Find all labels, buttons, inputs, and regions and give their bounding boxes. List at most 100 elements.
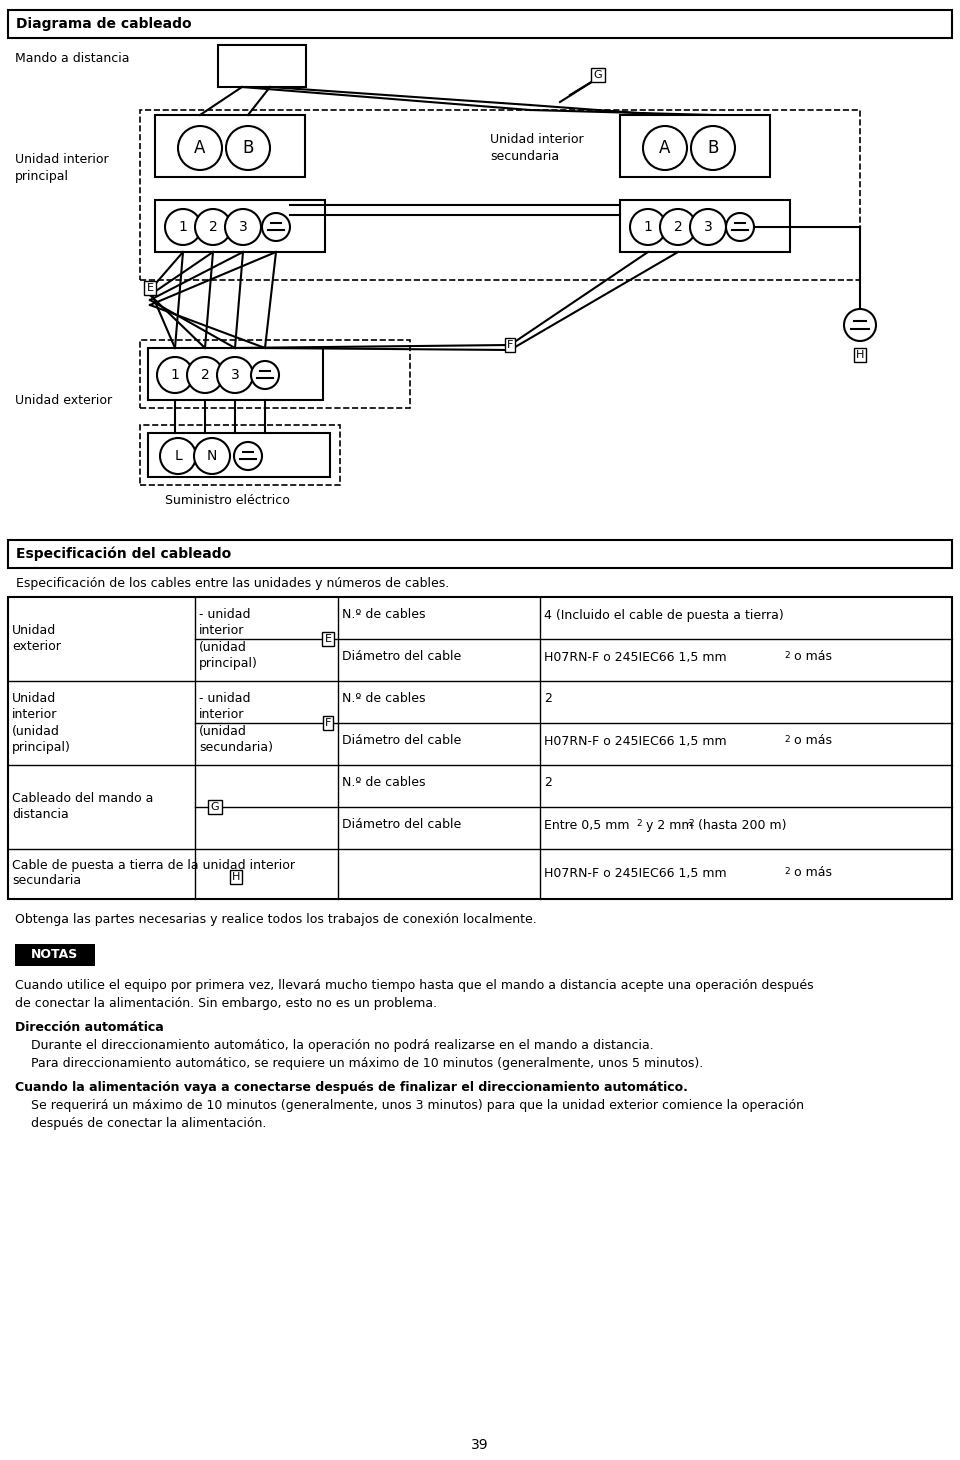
Circle shape — [660, 209, 696, 245]
Bar — [15, 945, 95, 967]
Bar — [148, 434, 330, 477]
Text: E: E — [324, 634, 331, 644]
Text: N.º de cables: N.º de cables — [342, 609, 425, 622]
Circle shape — [262, 213, 290, 241]
Circle shape — [178, 126, 222, 169]
Text: Cable de puesta a tierra de la unidad interior
secundaria: Cable de puesta a tierra de la unidad in… — [12, 858, 295, 888]
Text: L: L — [174, 450, 181, 463]
Text: - unidad
interior
(unidad
secundaria): - unidad interior (unidad secundaria) — [199, 692, 273, 753]
Bar — [620, 115, 770, 177]
Circle shape — [187, 358, 223, 393]
Circle shape — [251, 361, 279, 388]
Text: 2: 2 — [208, 220, 217, 234]
Text: 2: 2 — [784, 651, 790, 660]
Text: 2: 2 — [784, 734, 790, 743]
Circle shape — [194, 438, 230, 475]
Text: 3: 3 — [230, 368, 239, 383]
Circle shape — [630, 209, 666, 245]
Bar — [148, 347, 323, 400]
Text: (hasta 200 m): (hasta 200 m) — [694, 819, 786, 832]
Text: Diámetro del cable: Diámetro del cable — [342, 819, 461, 832]
Bar — [155, 115, 305, 177]
Text: Se requerirá un máximo de 10 minutos (generalmente, unos 3 minutos) para que la : Se requerirá un máximo de 10 minutos (ge… — [15, 1099, 804, 1130]
Text: Entre 0,5 mm: Entre 0,5 mm — [544, 819, 630, 832]
Text: o más: o más — [790, 734, 832, 748]
Bar — [140, 425, 340, 485]
Text: 2: 2 — [784, 866, 790, 876]
Text: H07RN-F o 245IEC66 1,5 mm: H07RN-F o 245IEC66 1,5 mm — [544, 651, 727, 663]
Bar — [8, 540, 952, 568]
Circle shape — [226, 126, 270, 169]
Text: 39: 39 — [471, 1438, 489, 1453]
Text: A: A — [194, 139, 205, 158]
Text: E: E — [147, 283, 154, 293]
Circle shape — [690, 209, 726, 245]
Text: N.º de cables: N.º de cables — [342, 777, 425, 790]
Text: Suministro eléctrico: Suministro eléctrico — [165, 493, 290, 507]
Text: 2: 2 — [674, 220, 683, 234]
Text: Cuando la alimentación vaya a conectarse después de finalizar el direccionamient: Cuando la alimentación vaya a conectarse… — [15, 1080, 688, 1094]
Bar — [155, 200, 325, 253]
Text: B: B — [708, 139, 719, 158]
Text: F: F — [324, 718, 331, 729]
Text: - unidad
interior
(unidad
principal): - unidad interior (unidad principal) — [199, 609, 258, 670]
Text: 2: 2 — [544, 777, 552, 790]
Circle shape — [225, 209, 261, 245]
Text: Durante el direccionamiento automático, la operación no podrá realizarse en el m: Durante el direccionamiento automático, … — [15, 1040, 704, 1070]
Text: Diámetro del cable: Diámetro del cable — [342, 651, 461, 663]
Text: G: G — [210, 802, 219, 812]
Text: Unidad interior
secundaria: Unidad interior secundaria — [490, 133, 584, 164]
Text: H: H — [855, 350, 864, 361]
Text: o más: o más — [790, 866, 832, 879]
Circle shape — [195, 209, 231, 245]
Bar — [8, 10, 952, 38]
Text: B: B — [242, 139, 253, 158]
Text: 2: 2 — [201, 368, 209, 383]
Bar — [140, 340, 410, 407]
Circle shape — [643, 126, 687, 169]
Text: 1: 1 — [643, 220, 653, 234]
Text: Unidad
interior
(unidad
principal): Unidad interior (unidad principal) — [12, 692, 71, 753]
Circle shape — [234, 442, 262, 470]
Bar — [8, 597, 952, 899]
Bar — [620, 200, 790, 253]
Text: 3: 3 — [239, 220, 248, 234]
Circle shape — [691, 126, 735, 169]
Bar — [218, 45, 306, 88]
Text: H07RN-F o 245IEC66 1,5 mm: H07RN-F o 245IEC66 1,5 mm — [544, 866, 727, 879]
Text: A: A — [660, 139, 671, 158]
Circle shape — [157, 358, 193, 393]
Text: Unidad exterior: Unidad exterior — [15, 394, 112, 406]
Text: Cableado del mando a
distancia: Cableado del mando a distancia — [12, 793, 154, 822]
Text: F: F — [507, 340, 514, 350]
Text: 4 (Incluido el cable de puesta a tierra): 4 (Incluido el cable de puesta a tierra) — [544, 609, 783, 622]
Text: NOTAS: NOTAS — [32, 949, 79, 962]
Text: H: H — [231, 872, 240, 882]
Circle shape — [165, 209, 201, 245]
Text: 2: 2 — [688, 819, 694, 828]
Text: Dirección automática: Dirección automática — [15, 1021, 164, 1034]
Bar — [140, 110, 860, 280]
Text: Especificación de los cables entre las unidades y números de cables.: Especificación de los cables entre las u… — [16, 578, 449, 590]
Text: N: N — [206, 450, 217, 463]
Text: 1: 1 — [171, 368, 180, 383]
Text: Especificación del cableado: Especificación del cableado — [16, 546, 231, 561]
Text: Mando a distancia: Mando a distancia — [15, 51, 130, 64]
Text: y 2 mm: y 2 mm — [642, 819, 693, 832]
Text: Unidad interior
principal: Unidad interior principal — [15, 153, 108, 182]
Text: Diámetro del cable: Diámetro del cable — [342, 734, 461, 748]
Circle shape — [726, 213, 754, 241]
Circle shape — [160, 438, 196, 475]
Text: Obtenga las partes necesarias y realice todos los trabajos de conexión localment: Obtenga las partes necesarias y realice … — [15, 912, 537, 926]
Text: 1: 1 — [179, 220, 187, 234]
Circle shape — [217, 358, 253, 393]
Text: H07RN-F o 245IEC66 1,5 mm: H07RN-F o 245IEC66 1,5 mm — [544, 734, 727, 748]
Text: Cuando utilice el equipo por primera vez, llevará mucho tiempo hasta que el mand: Cuando utilice el equipo por primera vez… — [15, 980, 814, 1010]
Text: 2: 2 — [636, 819, 641, 828]
Text: N.º de cables: N.º de cables — [342, 692, 425, 705]
Text: Unidad
exterior: Unidad exterior — [12, 625, 60, 654]
Text: G: G — [593, 70, 602, 80]
Text: 2: 2 — [544, 692, 552, 705]
Circle shape — [844, 310, 876, 342]
Text: Diagrama de cableado: Diagrama de cableado — [16, 18, 192, 31]
